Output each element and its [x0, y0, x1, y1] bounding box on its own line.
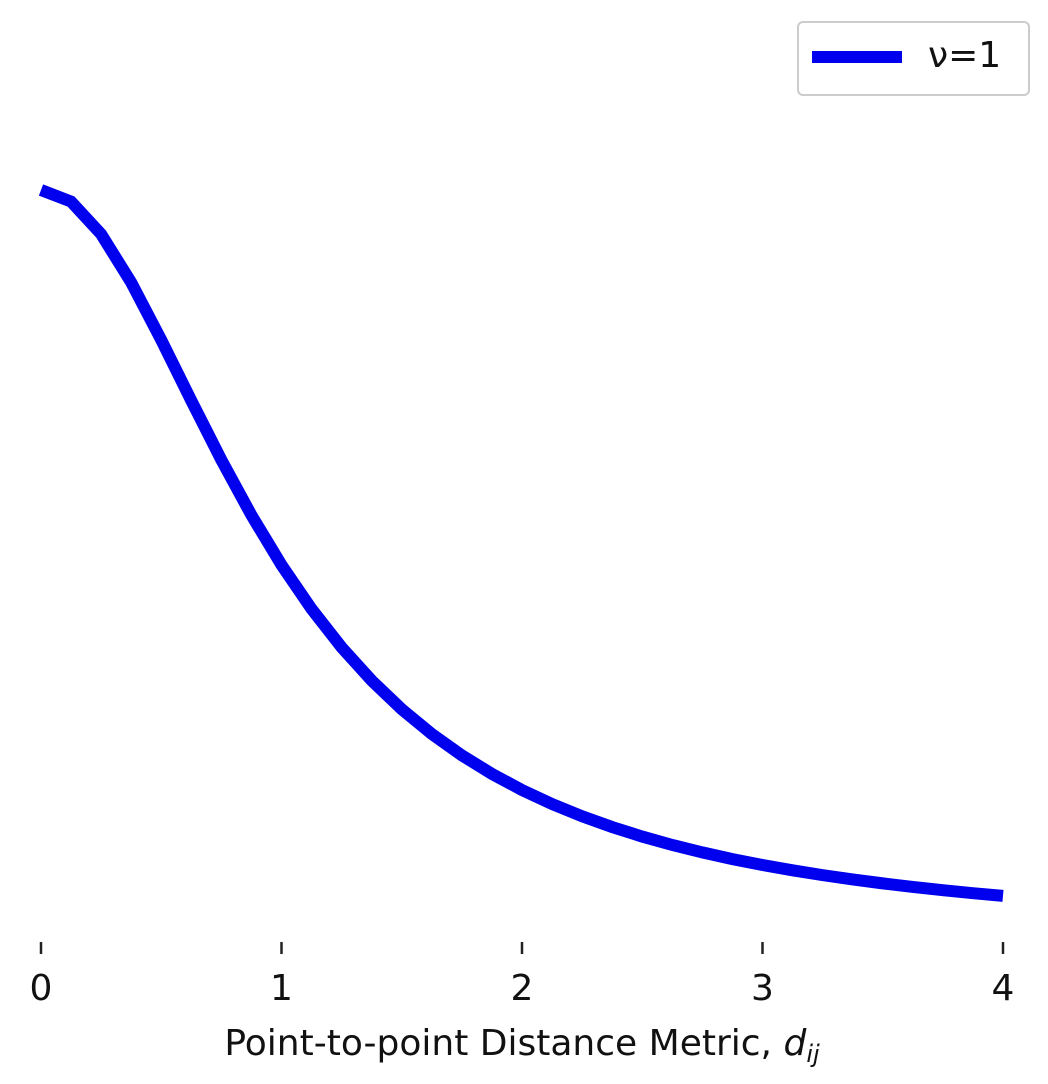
- x-axis-label: Point-to-point Distance Metric, dij: [224, 1023, 820, 1068]
- x-tick-label: 1: [270, 968, 293, 1009]
- x-label-text: Point-to-point Distance Metric,: [224, 1023, 772, 1064]
- x-label-symbol: d: [783, 1023, 807, 1064]
- legend-label: ν=1: [928, 35, 1001, 76]
- x-label-subscript: ij: [806, 1040, 820, 1068]
- line: [38, 184, 1004, 902]
- x-tick-label: 2: [511, 968, 534, 1009]
- x-tick-label: 3: [751, 968, 774, 1009]
- x-tick-label: 0: [30, 968, 53, 1009]
- legend-box: [797, 21, 1030, 96]
- x-tick-label: 4: [992, 968, 1015, 1009]
